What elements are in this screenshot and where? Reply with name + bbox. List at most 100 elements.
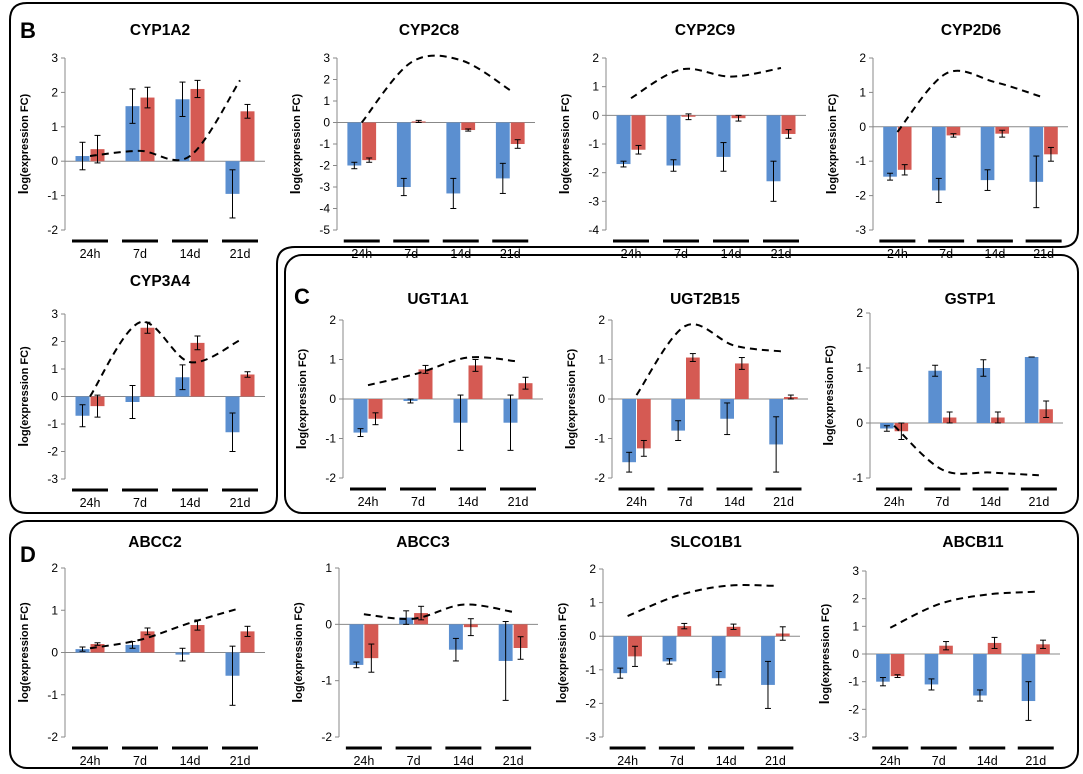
y-tick-label: 2	[51, 335, 58, 349]
y-axis-label-rest: og(expression FC)	[19, 602, 31, 699]
y-axis-label: log(expression FC)	[15, 346, 31, 447]
y-tick-label: 0	[598, 392, 605, 406]
bar-24h-s1	[347, 122, 362, 166]
bar-21d-s2	[1044, 126, 1058, 155]
y-tick-label: -1	[47, 417, 58, 431]
category-label: 21d	[1028, 495, 1049, 509]
y-tick-label: 0	[592, 108, 599, 122]
y-tick-label: 2	[589, 562, 596, 576]
bar-7d-s2	[418, 369, 433, 399]
category-label: 7d	[407, 754, 421, 768]
chart-title: SLCO1B1	[670, 534, 742, 551]
category-label: 7d	[133, 496, 147, 510]
category-label: 24h	[884, 495, 905, 509]
bar-7d-s1	[924, 654, 939, 685]
y-axis-label-rest: og(expression FC)	[293, 602, 305, 699]
y-axis-label: log(expression FC)	[293, 348, 309, 449]
y-tick-label: -2	[325, 471, 336, 485]
y-tick-label: -2	[585, 696, 596, 710]
category-label: 14d	[180, 496, 201, 510]
category-label: 24h	[351, 247, 372, 261]
bar-14d-s2	[461, 122, 476, 131]
y-axis-label: log(expression FC)	[562, 348, 578, 449]
y-tick-label: -2	[855, 189, 866, 203]
y-tick-label: -2	[47, 730, 58, 744]
y-tick-label: -2	[319, 159, 330, 173]
trend-line	[89, 321, 241, 398]
category-label: 21d	[230, 496, 251, 510]
y-tick-label: 2	[852, 592, 859, 606]
y-tick-label: -1	[848, 675, 859, 689]
y-tick-label: 1	[598, 353, 605, 367]
y-axis-label-initial: l	[820, 442, 836, 446]
y-tick-label: 1	[592, 80, 599, 94]
bar-21d-s1	[495, 122, 510, 179]
category-label: 24h	[80, 496, 101, 510]
trend-line	[89, 607, 241, 650]
y-axis-label-rest: og(expression FC)	[19, 93, 31, 190]
y-axis-label-rest: og(expression FC)	[560, 93, 572, 190]
y-tick-label: 0	[323, 116, 330, 130]
chart-cyp2c9: CYP2C9 -4 -3 -2 -1 0 1 2 log(expression FC) 24h 7d…	[556, 22, 806, 261]
chart-title: CYP3A4	[130, 273, 191, 290]
bar-21d-s1	[1029, 126, 1044, 182]
bar-21d-s2	[240, 374, 255, 397]
y-tick-label: 0	[859, 120, 866, 134]
chart-title: ABCB11	[942, 534, 1004, 551]
category-label: 14d	[724, 495, 745, 509]
bar-21d-s2	[240, 111, 255, 162]
category-label: 7d	[932, 754, 946, 768]
bar-21d-s1	[1024, 357, 1039, 423]
bar-7d-s1	[662, 636, 677, 662]
y-tick-label: 3	[852, 564, 859, 578]
y-axis-label-rest: og(expression FC)	[824, 345, 836, 442]
bar-7d-s1	[671, 399, 685, 431]
y-tick-label: 0	[51, 390, 58, 404]
y-tick-label: -1	[325, 432, 336, 446]
y-tick-label: 1	[51, 362, 58, 376]
panel-letter-b: B	[20, 18, 36, 43]
panel-frame-b	[9, 2, 1079, 514]
category-label: 7d	[939, 247, 953, 261]
bar-14d-s1	[446, 122, 461, 194]
y-axis-label-rest: og(expression FC)	[820, 603, 832, 700]
y-tick-label: 2	[323, 73, 330, 87]
bar-21d-s2	[510, 122, 525, 144]
y-tick-label: -3	[585, 730, 596, 744]
y-tick-label: 1	[589, 596, 596, 610]
y-tick-label: 3	[323, 51, 330, 65]
trend-line	[360, 54, 511, 124]
y-tick-label: -2	[47, 445, 58, 459]
y-tick-label: 2	[51, 561, 58, 575]
bar-21d-s1	[1021, 654, 1036, 702]
y-tick-label: -3	[319, 180, 330, 194]
bar-14d-s1	[711, 636, 726, 679]
category-label: 21d	[230, 754, 251, 768]
bar-7d-s1	[928, 370, 942, 423]
trend-line	[889, 590, 1036, 629]
category-label: 14d	[980, 495, 1001, 509]
bar-24h-s2	[637, 399, 651, 449]
panel-frame-c	[284, 254, 1079, 514]
y-tick-label: 2	[859, 51, 866, 65]
y-tick-label: 1	[323, 94, 330, 108]
y-tick-label: 2	[598, 313, 605, 327]
chart-abcb11: ABCB11 -3 -2 -1 0 1 2 3 log(expression FC) 24h 7d 1…	[816, 534, 1060, 768]
chart-slco1b1: SLCO1B1 -3 -2 -1 0 1 2 log(expression FC) 24h 7d 1…	[553, 534, 800, 768]
y-tick-label: 3	[51, 307, 58, 321]
category-label: 14d	[716, 754, 737, 768]
y-tick-label: -1	[321, 674, 332, 688]
chart-cyp1a2: CYP1A2 -2 -1 0 1 2 3 log(expression FC) 24h 7d 14d…	[15, 22, 265, 261]
bar-7d-s2	[140, 97, 155, 162]
bar-7d-s1	[666, 115, 681, 166]
chart-ugt1a1: UGT1A1 -2 -1 0 1 2 log(expression FC) 24h 7d 14d 2…	[293, 291, 543, 509]
bar-24h-s2	[368, 399, 383, 419]
chart-ugt2b15: UGT2B15 -2 -1 0 1 2 log(expression FC) 24h 7d 14d…	[562, 291, 808, 509]
chart-title: GSTP1	[945, 291, 996, 308]
y-tick-label: -1	[852, 471, 863, 485]
y-tick-label: 1	[859, 85, 866, 99]
category-label: 24h	[626, 495, 647, 509]
y-axis-label-initial: l	[15, 190, 31, 194]
y-tick-label: -2	[594, 471, 605, 485]
